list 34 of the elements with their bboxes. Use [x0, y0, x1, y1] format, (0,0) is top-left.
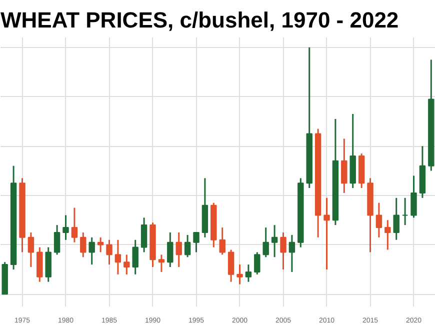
candlestick	[254, 251, 260, 276]
candlestick	[97, 236, 104, 253]
candlestick	[88, 236, 95, 266]
candlestick	[402, 197, 408, 226]
candlestick	[176, 232, 182, 268]
candlestick	[219, 226, 226, 256]
candlestick	[158, 254, 165, 273]
candlestick	[71, 207, 78, 244]
candlestick	[62, 214, 69, 241]
candlestick	[54, 224, 60, 256]
candlestick	[124, 254, 130, 276]
candlestick	[410, 174, 417, 218]
candlestick	[106, 239, 112, 266]
candlestick	[80, 232, 86, 258]
candlestick	[236, 264, 243, 286]
candlestick	[376, 202, 382, 238]
candlestick	[245, 264, 252, 283]
candlestick	[28, 232, 34, 268]
candlestick	[280, 232, 286, 270]
chart-title: WHEAT PRICES, c/bushel, 1970 - 2022	[0, 8, 399, 32]
candlestick	[228, 248, 234, 283]
candlestick	[184, 234, 191, 258]
candlestick	[262, 226, 269, 258]
candlestick	[140, 216, 148, 253]
candlestick	[341, 138, 348, 194]
candlestick	[167, 232, 174, 268]
candlestick	[288, 234, 296, 273]
candlestick	[132, 239, 138, 276]
candlestick	[271, 224, 278, 258]
candlestick	[324, 197, 330, 270]
candlestick	[193, 232, 200, 253]
candlestick	[393, 197, 400, 241]
candlestick	[114, 239, 122, 276]
candlestick	[384, 219, 391, 250]
